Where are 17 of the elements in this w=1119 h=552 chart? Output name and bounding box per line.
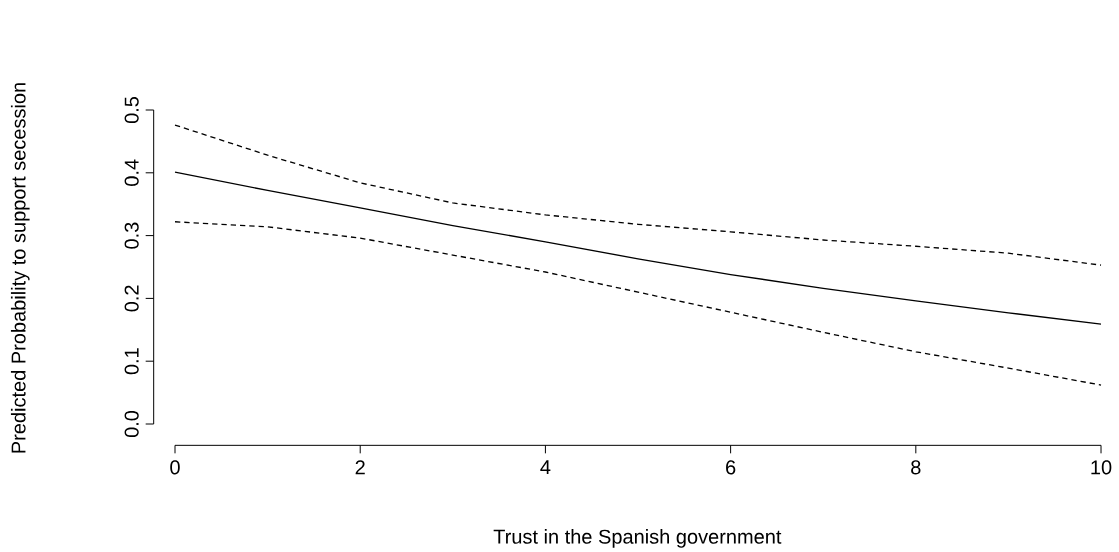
line-series [174, 124, 1102, 266]
y-tick-label: 0.2 [124, 285, 139, 312]
x-tick-label: 2 [355, 460, 365, 475]
y-axis-title: Predicted Probability to support secession [10, 83, 30, 453]
x-tick-label: 6 [726, 460, 736, 475]
x-tick-label: 10 [1091, 460, 1112, 475]
line-series [174, 171, 1102, 325]
y-tick-label: 0.0 [124, 410, 139, 438]
x-tick-label: 4 [540, 460, 551, 475]
x-tick-label: 8 [911, 460, 921, 475]
x-axis-title: Trust in the Spanish government [493, 529, 782, 548]
y-tick-label: 0.4 [124, 159, 139, 186]
y-tick-label: 0.5 [124, 96, 139, 124]
y-tick-label: 0.3 [124, 222, 139, 249]
y-tick-label: 0.1 [124, 348, 139, 375]
line-series [174, 221, 1102, 386]
x-tick-label: 0 [170, 460, 180, 475]
